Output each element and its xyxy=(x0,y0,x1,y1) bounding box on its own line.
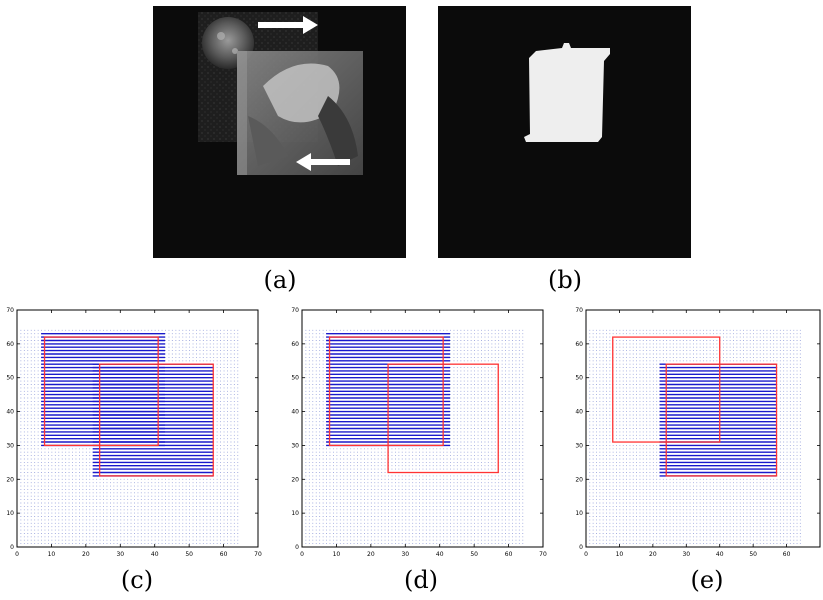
x-tick-label: 20 xyxy=(82,551,90,558)
y-tick-label: 30 xyxy=(6,442,14,449)
flow-vectors xyxy=(659,363,777,477)
x-tick-label: 10 xyxy=(333,551,341,558)
caption-a: (a) xyxy=(263,266,297,294)
flow-plot-d: 0 10 20 30 40 50 60 70 0 10 20 30 40 50 60 70 xyxy=(291,307,547,558)
y-tick-label: 0 xyxy=(295,544,299,551)
y-tick-label: 30 xyxy=(291,442,299,449)
y-tick-label: 20 xyxy=(291,476,299,483)
x-tick-label: 50 xyxy=(185,551,193,558)
caption-e: (e) xyxy=(690,566,724,594)
x-tick-label: 10 xyxy=(48,551,56,558)
y-tick-label: 70 xyxy=(6,307,14,314)
x-tick-label: 70 xyxy=(254,551,262,558)
x-tick-label: 40 xyxy=(436,551,444,558)
y-tick-label: 10 xyxy=(291,510,299,517)
x-tick-label: 0 xyxy=(300,551,304,558)
sample-grid xyxy=(20,329,239,545)
plot-panel-e: 0 10 20 30 40 50 60 0 10 20 30 40 50 60 70 xyxy=(570,303,823,558)
axes-frame xyxy=(301,309,544,548)
y-tick-label: 50 xyxy=(291,375,299,382)
x-tick-label: 30 xyxy=(116,551,124,558)
sample-grid xyxy=(589,329,801,545)
y-tick-label: 0 xyxy=(579,544,583,551)
region-outline xyxy=(98,363,214,477)
y-tick-label: 40 xyxy=(6,409,14,416)
y-tick-label: 0 xyxy=(10,544,14,551)
y-tick-label: 20 xyxy=(6,476,14,483)
y-tick-label: 10 xyxy=(6,510,14,517)
x-tick-label: 50 xyxy=(470,551,478,558)
x-tick-label: 60 xyxy=(220,551,228,558)
caption-b: (b) xyxy=(547,266,583,294)
caption-c: (c) xyxy=(120,566,154,594)
region-outline xyxy=(43,336,159,447)
flow-plot-c: 0 10 20 30 40 50 60 70 0 10 20 30 40 50 60 70 xyxy=(6,307,262,558)
axes-frame xyxy=(16,309,259,548)
axes-frame xyxy=(585,309,821,548)
x-tick-label: 50 xyxy=(749,551,757,558)
region-outline xyxy=(387,363,499,474)
arrow-right-icon xyxy=(258,16,318,34)
mask-image-b xyxy=(524,43,610,142)
y-tick-label: 10 xyxy=(575,510,583,517)
image-panel-a xyxy=(153,6,406,258)
x-tick-label: 0 xyxy=(15,551,19,558)
x-tick-label: 40 xyxy=(151,551,159,558)
y-tick-label: 60 xyxy=(575,341,583,348)
composite-image-a xyxy=(198,12,363,175)
x-tick-label: 20 xyxy=(367,551,375,558)
x-tick-label: 40 xyxy=(716,551,724,558)
image-panel-b xyxy=(438,6,691,258)
plot-panel-c: 0 10 20 30 40 50 60 70 0 10 20 30 40 50 60 70 xyxy=(0,303,265,558)
y-tick-label: 30 xyxy=(575,442,583,449)
y-tick-label: 60 xyxy=(6,341,14,348)
x-tick-label: 70 xyxy=(539,551,547,558)
y-tick-label: 40 xyxy=(575,409,583,416)
x-tick-label: 60 xyxy=(783,551,791,558)
y-tick-label: 40 xyxy=(291,409,299,416)
flow-plot-e: 0 10 20 30 40 50 60 0 10 20 30 40 50 60 70 xyxy=(575,307,821,558)
segmentation-mask xyxy=(524,43,610,142)
y-tick-label: 50 xyxy=(6,375,14,382)
x-tick-label: 10 xyxy=(616,551,624,558)
y-tick-label: 70 xyxy=(291,307,299,314)
x-tick-label: 30 xyxy=(682,551,690,558)
y-tick-label: 50 xyxy=(575,375,583,382)
x-tick-label: 60 xyxy=(505,551,513,558)
x-tick-label: 30 xyxy=(401,551,409,558)
y-tick-label: 60 xyxy=(291,341,299,348)
caption-d: (d) xyxy=(403,566,439,594)
x-tick-label: 20 xyxy=(649,551,657,558)
sample-grid xyxy=(305,329,524,545)
region-outline xyxy=(665,363,778,477)
y-tick-label: 70 xyxy=(575,307,583,314)
plot-panel-d: 0 10 20 30 40 50 60 70 0 10 20 30 40 50 60 70 xyxy=(285,303,550,558)
arrow-left-icon xyxy=(296,153,350,171)
region-outline xyxy=(328,336,444,447)
y-tick-label: 20 xyxy=(575,476,583,483)
flow-vectors xyxy=(92,363,214,477)
x-tick-label: 0 xyxy=(584,551,588,558)
